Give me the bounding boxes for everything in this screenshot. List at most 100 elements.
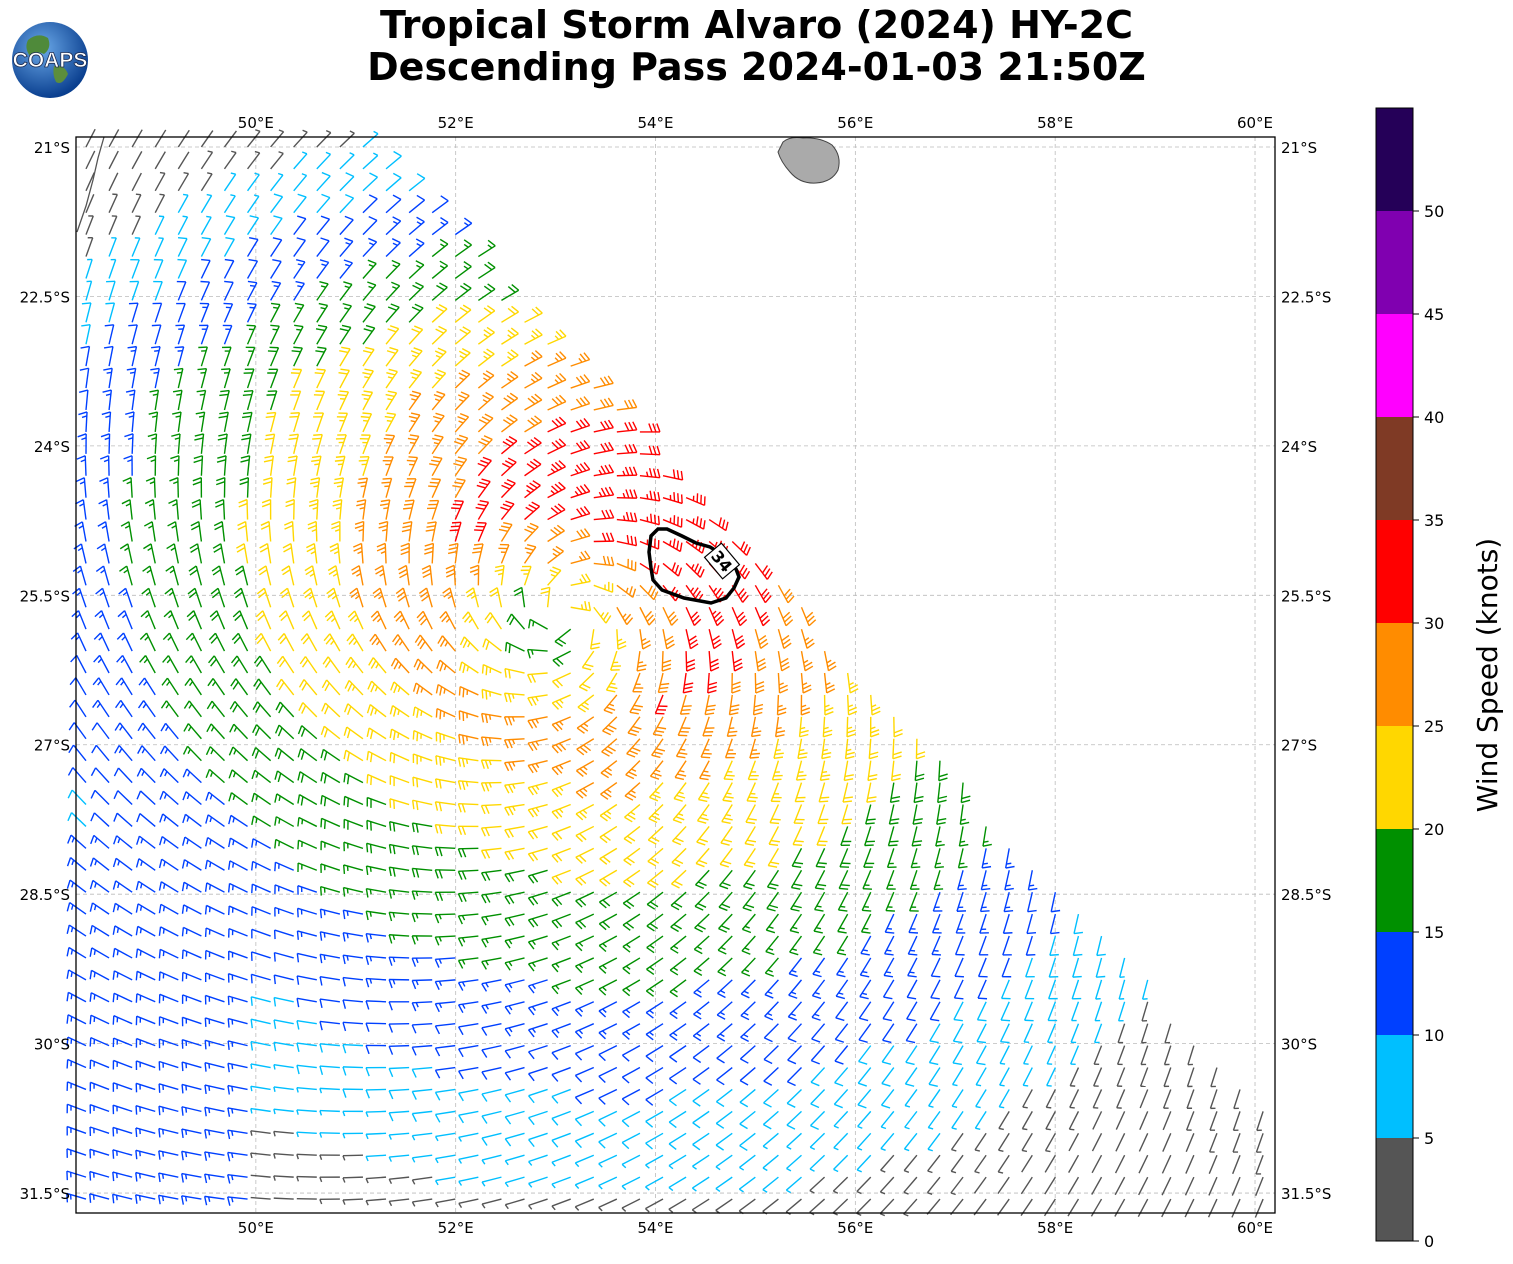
barb-shaft xyxy=(154,259,164,279)
barb-shaft xyxy=(161,858,179,871)
barb-feather xyxy=(622,902,631,910)
barb-shaft xyxy=(696,804,710,822)
wind-barb xyxy=(551,781,571,798)
barb-half-feather xyxy=(606,788,612,793)
barb-half-feather xyxy=(116,972,119,978)
barb-feather xyxy=(481,939,487,948)
barb-half-feather xyxy=(467,642,471,648)
wind-barb xyxy=(870,694,881,716)
wind-barb xyxy=(765,913,779,934)
barb-half-feather xyxy=(93,949,96,955)
barb-feather xyxy=(527,875,535,884)
wind-barb xyxy=(503,759,525,772)
barb-half-feather xyxy=(369,866,372,872)
barb-half-feather xyxy=(94,860,98,866)
barb-shaft xyxy=(270,174,284,192)
barb-feather xyxy=(679,542,683,552)
barb-feather xyxy=(633,489,638,499)
barb-shaft xyxy=(265,565,272,586)
barb-shaft xyxy=(645,1001,664,1014)
barb-feather xyxy=(416,194,425,201)
barb-feather xyxy=(846,729,856,734)
barb-half-feather xyxy=(332,572,338,577)
barb-half-feather xyxy=(255,129,261,132)
barb-feather xyxy=(758,634,767,642)
barb-feather xyxy=(411,328,421,334)
barb-shaft xyxy=(200,195,213,214)
barb-feather xyxy=(583,352,591,361)
barb-shaft xyxy=(816,826,826,846)
wind-barb xyxy=(227,995,248,1006)
barb-shaft xyxy=(177,368,184,389)
barb-feather xyxy=(555,766,563,774)
barb-feather xyxy=(699,568,705,578)
wind-barb xyxy=(381,477,393,498)
wind-barb xyxy=(307,520,318,542)
barb-feather xyxy=(579,397,587,406)
wind-barb xyxy=(694,891,710,911)
barb-shaft xyxy=(293,131,308,148)
wind-barb xyxy=(863,848,875,868)
wind-barb xyxy=(454,239,472,258)
barb-feather xyxy=(411,913,416,923)
barb-half-feather xyxy=(120,680,125,686)
wind-barb xyxy=(408,194,426,214)
barb-feather xyxy=(457,394,467,400)
barb-shaft xyxy=(1002,913,1010,934)
wind-barb xyxy=(102,389,113,411)
wind-barb xyxy=(616,584,637,598)
wind-barb xyxy=(92,677,110,696)
barb-shaft xyxy=(467,611,479,630)
wind-barb xyxy=(319,953,341,964)
wind-barb xyxy=(343,749,364,762)
barb-feather xyxy=(705,712,715,716)
barb-shaft xyxy=(481,712,502,718)
barb-feather xyxy=(1073,931,1084,935)
barb-shaft xyxy=(362,392,374,411)
barb-shaft xyxy=(454,501,465,520)
barb-shaft xyxy=(293,369,303,389)
barb-shaft xyxy=(348,679,364,696)
wind-barb xyxy=(131,172,142,192)
barb-half-feather xyxy=(804,637,810,642)
barb-feather xyxy=(631,708,641,712)
barb-feather xyxy=(860,952,870,956)
barb-feather xyxy=(417,637,424,647)
barb-shaft xyxy=(616,540,637,547)
barb-half-feather xyxy=(176,371,183,374)
barb-shaft xyxy=(389,798,410,806)
barb-shaft xyxy=(458,780,479,784)
barb-feather xyxy=(463,261,472,268)
barb-shaft xyxy=(385,478,393,498)
barb-shaft xyxy=(749,738,757,759)
barb-shaft xyxy=(324,702,341,718)
barb-feather xyxy=(503,481,513,487)
wind-barb xyxy=(303,587,318,608)
barb-shaft xyxy=(131,151,143,170)
barb-shaft xyxy=(205,994,225,1003)
barb-feather xyxy=(136,813,141,823)
barb-half-feather xyxy=(119,703,124,709)
wind-barb xyxy=(344,679,364,696)
wind-barb xyxy=(674,760,687,781)
wind-barb xyxy=(66,991,87,1003)
barb-shaft xyxy=(616,429,637,433)
barb-feather xyxy=(788,973,798,978)
barb-feather xyxy=(608,441,614,451)
barb-shaft xyxy=(230,837,248,849)
barb-feather xyxy=(80,345,90,349)
barb-feather xyxy=(1072,975,1082,978)
barb-half-feather xyxy=(415,935,419,941)
barb-feather xyxy=(449,529,459,532)
wind-barb xyxy=(279,587,295,608)
barb-shaft xyxy=(367,773,387,784)
barb-feather xyxy=(742,594,749,603)
wind-barb xyxy=(551,1001,571,1017)
barb-shaft xyxy=(343,864,364,871)
wind-barb xyxy=(413,658,433,674)
barb-feather xyxy=(837,930,847,934)
barb-shaft xyxy=(441,635,456,652)
wind-barb xyxy=(816,826,828,846)
wind-barb xyxy=(915,738,926,760)
barb-feather xyxy=(761,565,769,574)
